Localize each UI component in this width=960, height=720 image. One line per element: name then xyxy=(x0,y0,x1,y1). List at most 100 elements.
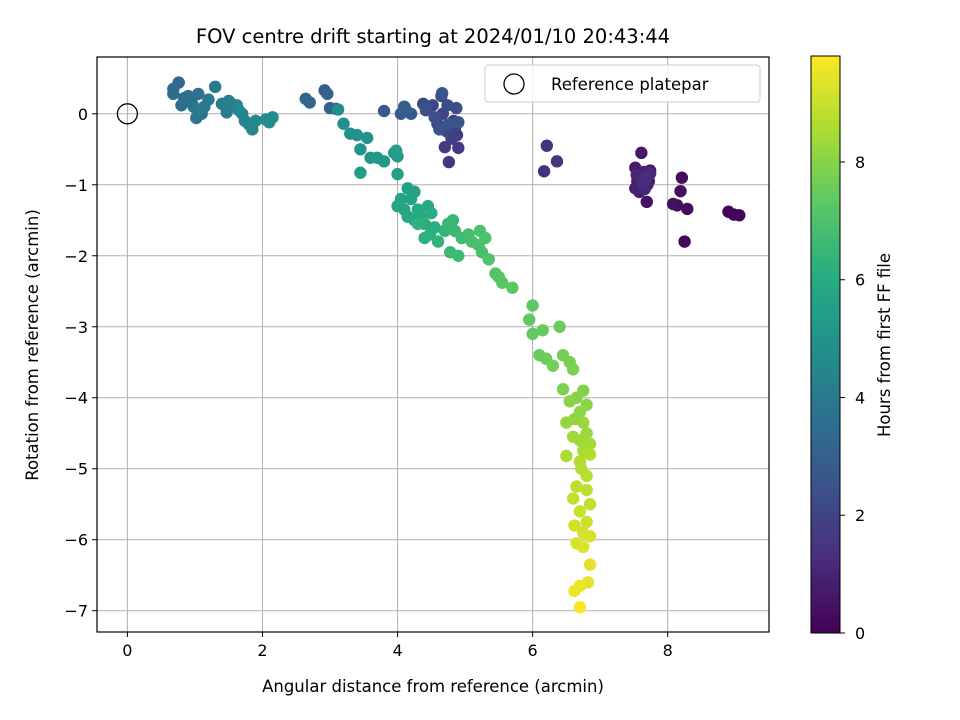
data-point xyxy=(360,131,374,145)
y-tick-label: −7 xyxy=(64,602,88,621)
x-tick-label: 4 xyxy=(392,641,402,660)
data-point xyxy=(354,166,367,179)
y-tick-label: −5 xyxy=(64,460,88,479)
data-point xyxy=(428,111,441,124)
data-point xyxy=(640,171,653,184)
data-point xyxy=(496,276,509,289)
data-point xyxy=(675,171,689,184)
data-point xyxy=(418,231,431,245)
data-point xyxy=(435,87,449,100)
data-point xyxy=(566,492,580,505)
legend-marker-icon xyxy=(503,73,525,95)
data-point xyxy=(249,114,262,128)
chart-title: FOV centre drift starting at 2024/01/10 … xyxy=(196,25,670,48)
data-point xyxy=(377,155,391,168)
x-tick-label: 2 xyxy=(257,641,267,660)
data-point xyxy=(635,146,648,160)
data-point xyxy=(192,87,205,101)
legend-label: Reference platepar xyxy=(551,75,709,94)
data-point xyxy=(577,540,590,554)
data-point xyxy=(580,469,593,483)
data-point xyxy=(550,155,564,168)
data-point xyxy=(526,299,539,312)
data-point xyxy=(556,383,570,396)
data-point xyxy=(482,253,495,266)
reference-marker-group xyxy=(116,103,139,125)
data-point xyxy=(399,103,412,116)
data-point xyxy=(438,140,452,154)
data-point xyxy=(350,128,364,142)
data-point xyxy=(681,202,694,216)
data-point xyxy=(537,165,551,178)
data-point xyxy=(321,87,334,101)
colorbar: 0 2 4 6 8 Hours from first FF file xyxy=(810,55,894,643)
data-point xyxy=(452,141,465,155)
x-axis-label: Angular distance from reference (arcmin) xyxy=(262,677,604,696)
data-point xyxy=(450,101,463,115)
data-point xyxy=(666,197,680,211)
colorbar-ticks: 0 2 4 6 8 xyxy=(840,153,865,643)
data-point xyxy=(560,449,573,463)
data-point xyxy=(181,89,195,103)
y-tick-label: −2 xyxy=(64,247,88,266)
data-point xyxy=(354,143,367,156)
x-tick-label: 0 xyxy=(122,641,132,660)
data-point xyxy=(337,117,350,130)
data-point xyxy=(580,483,593,497)
data-point xyxy=(479,231,492,245)
data-point xyxy=(506,281,519,294)
colorbar-tick-label: 8 xyxy=(855,153,865,172)
plot-frame xyxy=(96,56,770,633)
data-point xyxy=(167,87,180,101)
data-point xyxy=(452,116,465,129)
data-point xyxy=(722,205,735,218)
x-tick-label: 6 xyxy=(528,641,538,660)
data-point xyxy=(411,203,425,216)
colorbar-tick-label: 4 xyxy=(855,388,865,407)
data-point xyxy=(568,584,581,598)
y-tick-label: −4 xyxy=(64,389,88,408)
colorbar-gradient xyxy=(810,55,841,634)
data-point xyxy=(674,184,687,198)
data-point xyxy=(377,104,391,118)
data-point xyxy=(194,104,207,117)
y-axis-ticks: 0 −1 −2 −3 −4 −5 −6 −7 xyxy=(64,105,97,621)
data-point xyxy=(577,416,590,429)
grid-lines xyxy=(97,57,769,632)
data-point xyxy=(391,167,404,181)
legend: Reference platepar xyxy=(484,64,761,103)
data-point xyxy=(404,192,418,206)
reference-platepar-marker xyxy=(116,103,139,125)
data-point xyxy=(570,480,583,493)
data-point xyxy=(441,118,455,131)
data-point xyxy=(546,359,560,372)
data-point xyxy=(389,144,403,157)
data-point xyxy=(583,529,597,543)
x-tick-label: 8 xyxy=(663,641,673,660)
data-point xyxy=(266,111,279,124)
data-point xyxy=(573,600,587,614)
data-point xyxy=(583,558,597,571)
data-point xyxy=(573,505,587,518)
data-point xyxy=(452,249,465,262)
data-point xyxy=(419,104,433,117)
y-axis-label: Rotation from reference (arcmin) xyxy=(23,209,42,481)
x-axis-ticks: 0 2 4 6 8 xyxy=(122,632,673,660)
data-point xyxy=(331,103,345,116)
data-point xyxy=(523,313,536,326)
data-point xyxy=(583,448,597,461)
data-point xyxy=(566,430,580,443)
data-point xyxy=(425,206,438,220)
data-point xyxy=(208,80,222,94)
data-point xyxy=(580,515,593,529)
data-point xyxy=(678,235,691,248)
scatter-points xyxy=(167,76,746,614)
data-point xyxy=(175,99,188,112)
y-tick-label: 0 xyxy=(78,105,88,124)
data-point xyxy=(563,395,576,408)
data-point xyxy=(536,324,549,337)
data-point xyxy=(553,320,566,333)
data-point xyxy=(411,217,425,231)
data-point xyxy=(733,209,746,222)
